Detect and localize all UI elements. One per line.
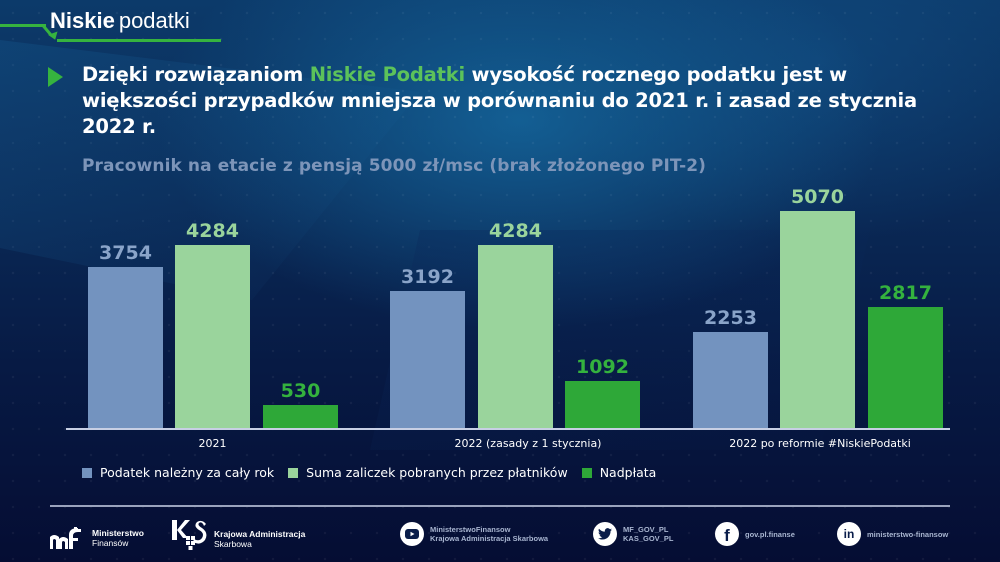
bar-2021-podatek: 3754 bbox=[88, 242, 163, 428]
mf-logo[interactable]: Ministerstwo Finansów bbox=[50, 527, 144, 549]
twitter-line1: MF_GOV_PL bbox=[623, 525, 669, 534]
brand-underline bbox=[57, 39, 221, 42]
headline-part1: Dzięki rozwiązaniom bbox=[82, 63, 310, 86]
legend-item-nadplata: Nadpłata bbox=[581, 465, 657, 481]
headline-part2: wysokość rocznego podatku jest w większo… bbox=[82, 63, 917, 138]
youtube-icon bbox=[400, 522, 424, 546]
youtube-link[interactable]: MinisterstwoFinansow Krajowa Administrac… bbox=[400, 522, 548, 546]
brand-title-light: podatki bbox=[118, 8, 190, 33]
linkedin-link[interactable]: in ministerstwo-finansow bbox=[837, 522, 948, 546]
footer: Ministerstwo Finansów Krajowa Administra… bbox=[0, 510, 1000, 562]
category-label: 2022 po reformie #NiskiePodatki bbox=[729, 437, 911, 450]
mf-logo-line2: Finansów bbox=[92, 538, 129, 548]
bar-value-label: 1092 bbox=[576, 356, 629, 378]
bar-2022-reform-nadplata: 2817 bbox=[868, 282, 943, 428]
x-axis-line bbox=[66, 428, 950, 430]
twitter-link[interactable]: MF_GOV_PL KAS_GOV_PL bbox=[593, 522, 673, 546]
headline: Dzięki rozwiązaniom Niskie Podatki wysok… bbox=[82, 62, 942, 140]
legend-label: Podatek należny za cały rok bbox=[100, 465, 275, 480]
bar-value-label: 5070 bbox=[791, 186, 844, 208]
brand-title: Niskie podatki bbox=[50, 8, 190, 34]
bar-value-label: 4284 bbox=[186, 220, 239, 242]
kas-logo-line2: Skarbowa bbox=[214, 539, 252, 549]
bar-2022-jan-zaliczki: 4284 bbox=[478, 220, 553, 428]
bar-value-label: 530 bbox=[280, 380, 321, 402]
kas-logo-icon bbox=[172, 520, 207, 550]
chart-subtitle: Pracownik na etacie z pensją 5000 zł/msc… bbox=[82, 156, 707, 176]
bar-chart: 3754 4284 530 2021 3192 4284 1092 2022 (… bbox=[66, 180, 950, 455]
bar-value-label: 2817 bbox=[879, 282, 932, 304]
mf-logo-line1: Ministerstwo bbox=[92, 528, 144, 538]
facebook-label: gov.pl.finanse bbox=[745, 529, 795, 539]
footer-divider bbox=[50, 505, 950, 507]
bar-value-label: 3192 bbox=[401, 266, 454, 288]
linkedin-label: ministerstwo-finansow bbox=[867, 529, 949, 539]
kas-logo-line1: Krajowa Administracja bbox=[214, 529, 306, 539]
bar-value-label: 3754 bbox=[99, 242, 152, 264]
twitter-icon bbox=[593, 522, 617, 546]
linkedin-icon: in bbox=[837, 522, 861, 546]
category-label: 2022 (zasady z 1 stycznia) bbox=[454, 437, 602, 450]
legend-swatch bbox=[82, 468, 92, 478]
youtube-line1: MinisterstwoFinansow bbox=[430, 525, 511, 534]
facebook-link[interactable]: f gov.pl.finanse bbox=[715, 522, 795, 546]
play-arrow-icon bbox=[48, 67, 63, 87]
legend-item-zaliczki: Suma zaliczek pobranych przez płatników bbox=[288, 465, 568, 481]
facebook-icon: f bbox=[715, 522, 739, 546]
chart-legend: Podatek należny za cały rok Suma zalicze… bbox=[82, 465, 656, 481]
legend-swatch bbox=[288, 468, 299, 478]
bar-2022-reform-podatek: 2253 bbox=[693, 307, 768, 428]
category-label: 2021 bbox=[198, 437, 227, 450]
mf-logo-icon bbox=[50, 527, 81, 549]
bar-2022-reform-zaliczki: 5070 bbox=[780, 186, 855, 428]
legend-label: Suma zaliczek pobranych przez płatników bbox=[306, 465, 568, 480]
legend-label: Nadpłata bbox=[599, 465, 657, 480]
legend-item-podatek: Podatek należny za cały rok bbox=[82, 465, 274, 481]
bar-2021-nadplata: 530 bbox=[263, 380, 338, 428]
brand-title-bold: Niskie bbox=[50, 8, 115, 33]
brand-accent-line bbox=[0, 24, 46, 27]
bar-2022-jan-nadplata: 1092 bbox=[565, 356, 640, 428]
bar-2021-zaliczki: 4284 bbox=[175, 220, 250, 428]
bar-value-label: 2253 bbox=[704, 307, 757, 329]
twitter-line2: KAS_GOV_PL bbox=[623, 534, 674, 543]
brand-header: Niskie podatki bbox=[0, 0, 230, 48]
bar-2022-jan-podatek: 3192 bbox=[390, 266, 465, 428]
kas-logo[interactable]: Krajowa Administracja Skarbowa bbox=[172, 518, 305, 550]
youtube-line2: Krajowa Administracja Skarbowa bbox=[430, 534, 549, 543]
bar-value-label: 4284 bbox=[489, 220, 542, 242]
headline-highlight: Niskie Podatki bbox=[309, 63, 465, 86]
legend-swatch bbox=[581, 468, 592, 478]
